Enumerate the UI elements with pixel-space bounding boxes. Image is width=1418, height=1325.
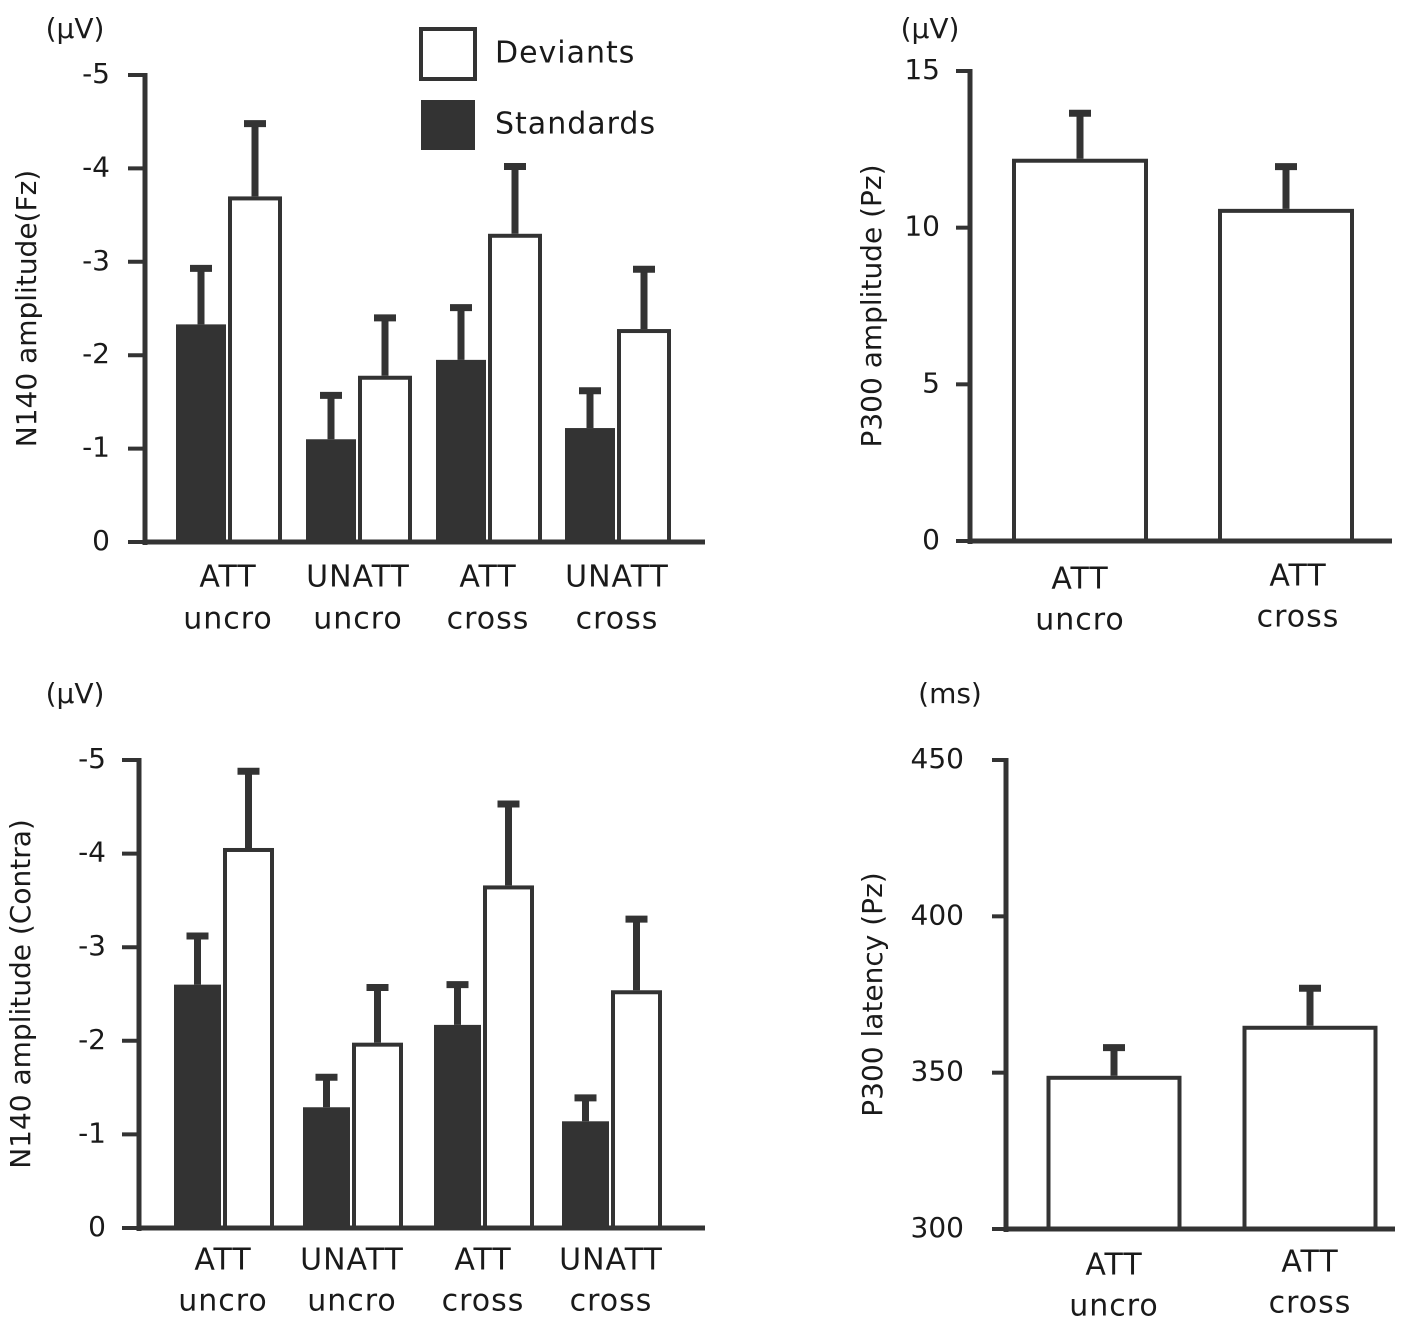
y-tick-label: 350 [911, 1055, 964, 1088]
y-tick-label: 0 [922, 523, 940, 556]
y-tick-label: -1 [82, 431, 110, 464]
bar-deviants-0 [1046, 1075, 1182, 1231]
unit-label: (μV) [46, 12, 105, 45]
legend-swatch-standards [421, 100, 475, 150]
bar-standards-1 [303, 1107, 350, 1228]
unit-label: (μV) [46, 677, 105, 710]
category-label: ATT [1281, 1245, 1338, 1280]
unit-label: (μV) [901, 12, 960, 45]
legend: Deviants Standards [419, 27, 656, 150]
bar-deviants-0 [223, 847, 274, 1230]
category-label: ATT [1269, 559, 1326, 594]
category-label: UNATT [559, 1243, 663, 1278]
category-label: ATT [194, 1243, 251, 1278]
category-label: ATT [199, 560, 256, 595]
y-tick-label: 300 [911, 1211, 964, 1244]
category-label: uncro [307, 1284, 397, 1319]
legend-swatch-deviants [419, 27, 477, 81]
y-tick-label: 10 [904, 210, 940, 243]
category-label: ATT [1051, 562, 1108, 597]
bar-deviants-3 [611, 990, 662, 1230]
bar-standards-0 [176, 324, 226, 542]
y-tick-label: -1 [78, 1116, 106, 1149]
legend-label-deviants: Deviants [495, 36, 635, 71]
unit-label: (ms) [918, 677, 982, 710]
bar-deviants-1 [358, 375, 412, 544]
category-label: uncro [1069, 1289, 1159, 1324]
category-label: cross [570, 1284, 653, 1319]
bar-deviants-1 [352, 1042, 403, 1230]
bar-standards-3 [562, 1121, 609, 1228]
category-label: uncro [1035, 603, 1125, 638]
bar-deviants-0 [228, 196, 282, 544]
chart-p300_lat: (ms) P300 latency (Pz) 300 350 400 450 ATT uncr… [856, 677, 1395, 1324]
y-tick-label: 450 [911, 742, 964, 775]
y-tick-label: 400 [911, 898, 964, 931]
bar-standards-3 [565, 428, 615, 542]
y-tick-label: 15 [904, 53, 940, 86]
category-label: UNATT [565, 560, 669, 595]
category-label: cross [1269, 1286, 1352, 1321]
chart-n140_contra: (μV) N140 amplitude (Contra) 0 -1 -2 -3 -4 -5 AT… [4, 677, 705, 1319]
category-label: ATT [454, 1243, 511, 1278]
y-axis-title: P300 latency (Pz) [856, 872, 889, 1116]
chart-n140_fz: (μV) N140 amplitude(Fz) 0 -1 -2 -3 -4 -5 ATT uncr… [10, 12, 705, 637]
bar-deviants-3 [617, 329, 671, 544]
y-axis-title: N140 amplitude (Contra) [4, 819, 37, 1169]
y-tick-label: -4 [82, 150, 110, 183]
bar-deviants-2 [488, 233, 542, 544]
category-label: uncro [183, 602, 273, 637]
y-tick-label: -4 [78, 836, 106, 869]
bar-standards-0 [174, 984, 221, 1228]
legend-label-standards: Standards [495, 107, 656, 142]
category-label: UNATT [306, 560, 410, 595]
category-label: cross [447, 602, 530, 637]
bar-standards-1 [306, 439, 356, 542]
bar-standards-2 [436, 359, 486, 542]
y-tick-label: -5 [82, 57, 110, 90]
y-tick-label: 0 [88, 1210, 106, 1243]
y-axis-title: P300 amplitude (Pz) [855, 164, 888, 447]
y-tick-label: -5 [78, 742, 106, 775]
y-tick-label: -3 [82, 244, 110, 277]
y-tick-label: 5 [922, 366, 940, 399]
category-label: cross [442, 1284, 525, 1319]
bar-deviants-2 [483, 885, 534, 1230]
bar-standards-2 [434, 1024, 481, 1228]
y-tick-label: -3 [78, 929, 106, 962]
category-label: ATT [1085, 1248, 1142, 1283]
category-label: cross [576, 602, 659, 637]
bar-deviants-0 [1012, 158, 1148, 543]
y-tick-label: -2 [78, 1023, 106, 1056]
category-label: uncro [313, 602, 403, 637]
category-label: ATT [459, 560, 516, 595]
category-label: cross [1257, 600, 1340, 635]
y-tick-label: 0 [92, 524, 110, 557]
bar-deviants-1 [1218, 208, 1354, 543]
bar-deviants-1 [1242, 1025, 1378, 1232]
category-label: uncro [178, 1284, 268, 1319]
category-label: UNATT [300, 1243, 404, 1278]
y-axis-title: N140 amplitude(Fz) [10, 170, 43, 447]
y-tick-label: -2 [82, 337, 110, 370]
chart-p300_amp: (μV) P300 amplitude (Pz) 0 5 10 15 ATT uncro ATT… [855, 12, 1392, 638]
